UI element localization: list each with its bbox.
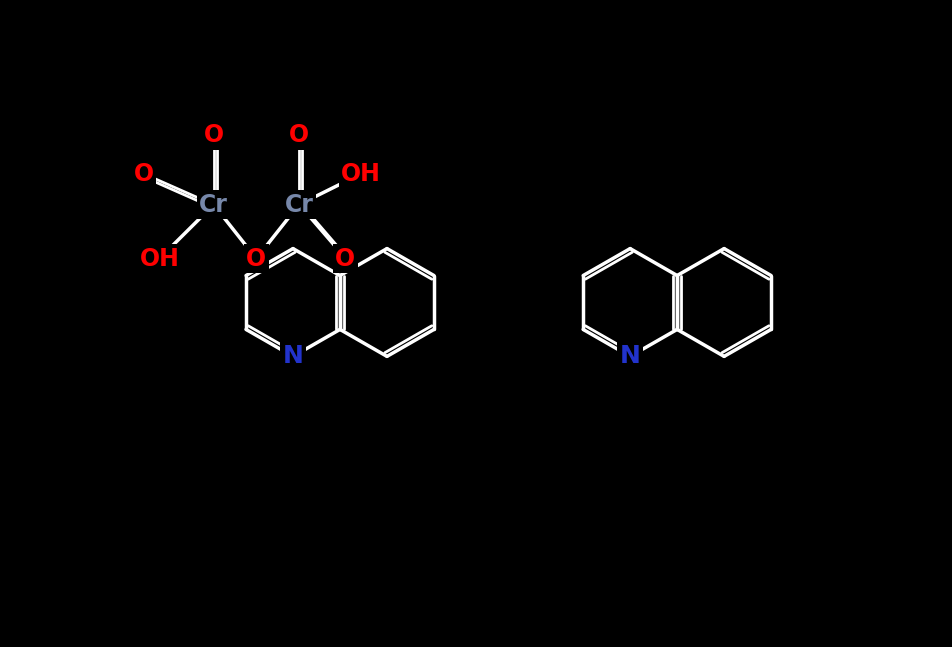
Text: Cr: Cr <box>285 193 313 217</box>
Text: O: O <box>288 124 308 148</box>
Text: O: O <box>335 247 355 270</box>
Text: Cr: Cr <box>199 193 228 217</box>
Text: O: O <box>133 162 154 186</box>
Text: O: O <box>246 247 266 270</box>
Text: OH: OH <box>341 162 381 186</box>
Text: N: N <box>619 344 640 368</box>
Text: N: N <box>283 344 303 368</box>
Text: O: O <box>204 124 224 148</box>
Text: OH: OH <box>139 247 179 270</box>
